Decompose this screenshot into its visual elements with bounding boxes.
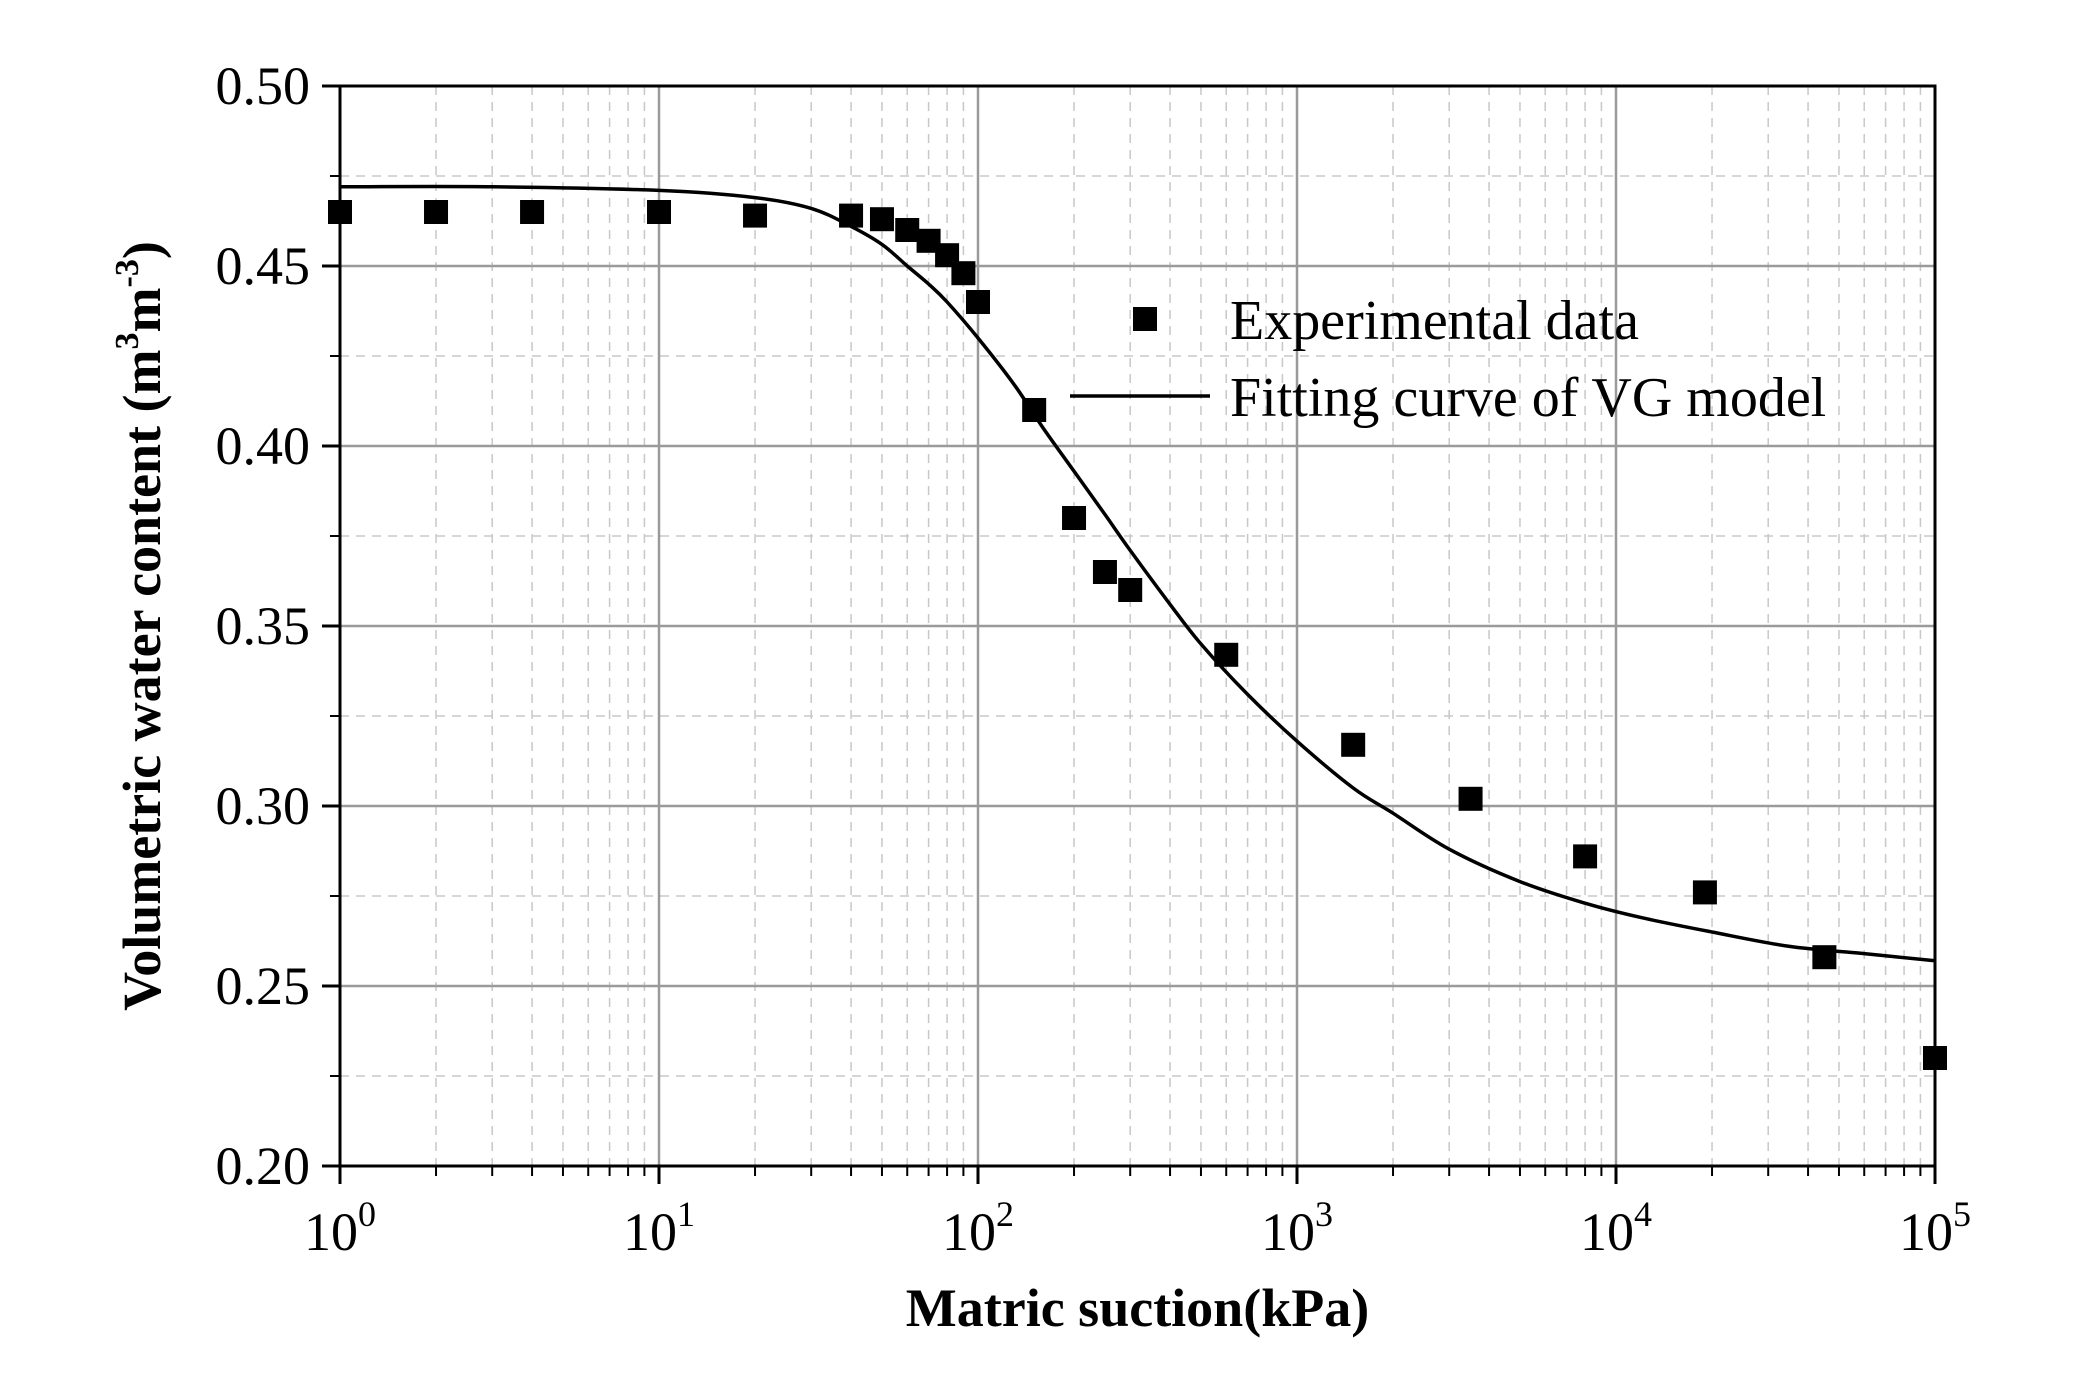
y-axis-title: Volumetric water content (m3m-3): [109, 241, 172, 1011]
y-tick-label: 0.35: [216, 596, 311, 656]
x-axis-title: Matric suction(kPa): [906, 1278, 1369, 1338]
y-tick-label: 0.30: [216, 776, 311, 836]
x-tick-label: 104: [1580, 1194, 1652, 1262]
fitting-curve-line: [339, 184, 1936, 963]
y-tick-label: 0.50: [216, 56, 311, 116]
experimental-data-point: [1022, 398, 1047, 422]
x-tick-label: 102: [942, 1194, 1014, 1262]
y-axis-title-sup2: -3: [109, 259, 146, 287]
legend-label-experimental: Experimental data: [1230, 290, 1639, 352]
legend-marker-square: [1133, 307, 1157, 331]
x-tick-label: 100: [304, 1194, 376, 1262]
experimental-data-point: [1214, 642, 1239, 667]
experimental-data-point: [839, 203, 864, 228]
y-axis-title-mid: m: [112, 287, 172, 332]
y-tick-label: 0.40: [216, 416, 311, 476]
x-tick-label: 103: [1261, 1194, 1333, 1262]
experimental-data-point: [424, 200, 449, 224]
experimental-data-point: [1458, 786, 1483, 811]
y-tick-labels: 0.20 0.25 0.30 0.35 0.40 0.45 0.50: [216, 56, 311, 1196]
fit-curve-layer: [339, 184, 1936, 963]
experimental-data-point: [1118, 578, 1143, 602]
experimental-data-point: [647, 200, 671, 224]
experimental-data-point: [1092, 560, 1117, 584]
experimental-data-point: [1573, 844, 1598, 869]
experimental-data-point: [1341, 732, 1366, 757]
y-tick-label: 0.20: [216, 1136, 311, 1196]
data-points: [328, 200, 1947, 1070]
y-axis-title-sup1: 3: [109, 332, 146, 349]
experimental-data-point: [520, 200, 545, 224]
x-tick-label: 101: [623, 1194, 695, 1262]
y-axis-title-main: Volumetric water content (m: [112, 349, 172, 1010]
x-tick-label: 105: [1899, 1194, 1971, 1262]
y-tick-label: 0.45: [216, 236, 311, 296]
experimental-data-point: [743, 203, 768, 228]
legend: Experimental data Fitting curve of VG mo…: [1070, 290, 1826, 429]
experimental-data-point: [1692, 880, 1717, 905]
experimental-data-point: [1812, 945, 1837, 970]
experimental-data-point: [1062, 506, 1087, 530]
experimental-data-point: [869, 207, 894, 232]
y-axis-title-end: ): [112, 241, 172, 259]
axis-ticks: [322, 84, 1937, 1184]
experimental-data-point: [895, 218, 920, 242]
x-tick-labels: 100 101 102 103 104 105: [304, 1194, 1971, 1262]
experimental-data-point: [966, 290, 990, 314]
experimental-data-point: [951, 261, 976, 286]
legend-label-fitting: Fitting curve of VG model: [1230, 367, 1826, 429]
y-tick-label: 0.25: [216, 956, 311, 1016]
